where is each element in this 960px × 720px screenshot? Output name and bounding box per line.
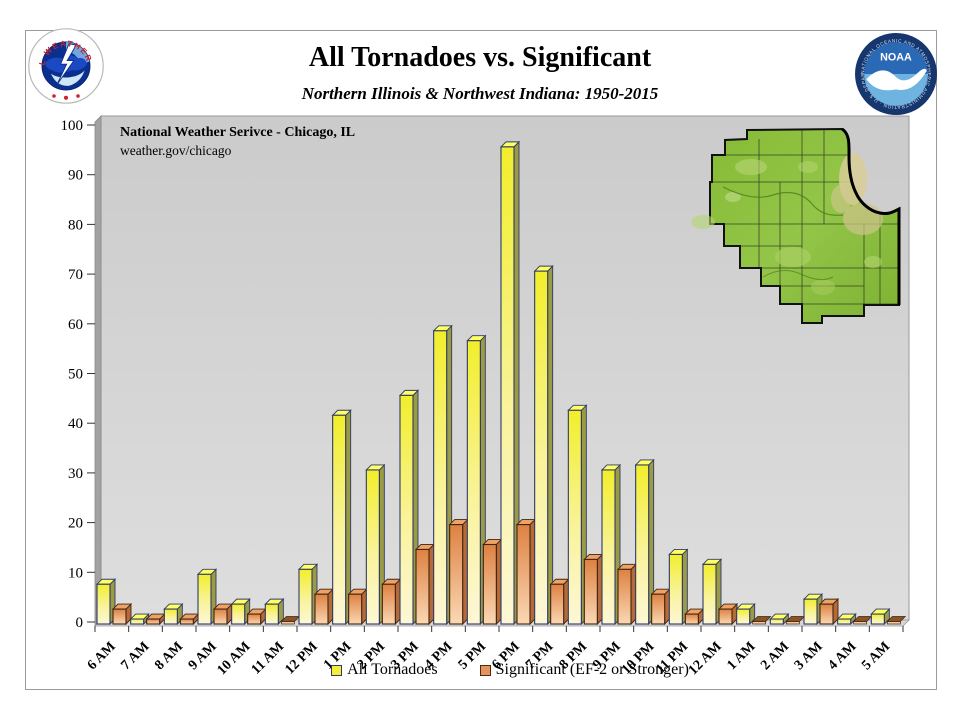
bar-all-tornadoes-4-pm (433, 330, 448, 625)
noaa-seagull (866, 68, 927, 91)
bar-all-tornadoes-3-pm (399, 394, 414, 625)
bar-significant-8-pm (583, 558, 598, 625)
bar-all-tornadoes-7-pm-side (547, 265, 554, 626)
bar-significant-10-pm (651, 593, 666, 625)
y-tick-label: 30 (68, 466, 83, 482)
legend-item-all-tornadoes: All Tornadoes (331, 661, 438, 679)
y-tick-label: 100 (61, 118, 84, 134)
bar-significant-6-am (112, 608, 127, 625)
chart-subtitle: Northern Illinois & Northwest Indiana: 1… (301, 84, 659, 103)
y-tick-label: 40 (68, 416, 83, 432)
legend-item-significant: Significant (EF-2 or Stronger) (479, 661, 689, 679)
bar-significant-4-pm (449, 524, 464, 625)
legend-label-significant: Significant (EF-2 or Stronger) (495, 661, 689, 678)
legend-swatch-all-tornadoes (331, 664, 343, 676)
bar-significant-1-pm (348, 593, 363, 625)
bar-all-tornadoes-6-pm (500, 146, 515, 625)
y-tick-label: 80 (68, 217, 83, 233)
bar-all-tornadoes-4-am (837, 618, 852, 625)
bar-all-tornadoes-9-pm (601, 469, 616, 625)
bar-significant-11-am (280, 621, 295, 625)
y-tick-label: 0 (76, 615, 84, 631)
bar-significant-2-pm (381, 583, 396, 625)
y-tick-label: 70 (68, 267, 83, 283)
bar-all-tornadoes-10-pm (635, 464, 650, 625)
cwa-map-image (691, 127, 901, 324)
bar-significant-8-am (179, 618, 194, 625)
nws-lightning-bolt (56, 43, 77, 85)
legend-swatch-significant (479, 664, 491, 676)
bar-significant-11-pm (684, 613, 699, 625)
bar-all-tornadoes-7-pm (534, 270, 549, 625)
bar-significant-5-pm (482, 543, 497, 625)
bar-all-tornadoes-10-am (231, 603, 246, 625)
annotation-url: weather.gov/chicago (120, 143, 232, 158)
bar-all-tornadoes-5-am (870, 613, 885, 625)
bar-significant-3-am (819, 603, 834, 625)
bar-all-tornadoes-11-am (264, 603, 279, 625)
bars-layer (95, 140, 907, 626)
bar-significant-7-pm (550, 583, 565, 625)
bar-all-tornadoes-8-pm (567, 409, 582, 625)
y-tick-label: 90 (68, 168, 83, 184)
bar-all-tornadoes-12-pm (298, 568, 313, 625)
bar-all-tornadoes-12-am (702, 563, 717, 625)
bar-significant-5-am-top (886, 616, 907, 622)
bar-all-tornadoes-11-pm (668, 553, 683, 625)
bar-significant-12-am (718, 608, 733, 625)
nws-logo: NATIONAL WEATHER SERVICE (27, 27, 104, 104)
bar-significant-7-am (146, 618, 161, 625)
bar-all-tornadoes-7-am (130, 618, 145, 625)
bar-all-tornadoes-2-pm (365, 469, 380, 625)
nws-ring-stars (52, 94, 80, 100)
bar-significant-4-am (853, 621, 868, 625)
bar-significant-1-am (752, 621, 767, 625)
bar-all-tornadoes-5-pm (466, 340, 481, 625)
map-texture (691, 153, 883, 295)
bar-significant-3-pm (415, 548, 430, 625)
plot-left-wall (94, 115, 102, 627)
bar-significant-12-pm (314, 593, 329, 625)
bar-significant-2-am (785, 621, 800, 625)
bar-all-tornadoes-3-am (803, 598, 818, 625)
bar-all-tornadoes-1-pm (332, 414, 347, 625)
noaa-logo: NOAA NATIONAL OCEANIC AND ATMOSPHERIC AD… (854, 32, 937, 115)
bar-significant-9-pm (617, 568, 632, 625)
legend-label-all-tornadoes: All Tornadoes (347, 661, 438, 678)
noaa-center-text: NOAA (880, 52, 912, 64)
bar-all-tornadoes-6-am (96, 583, 111, 625)
annotation-office: National Weather Serivce - Chicago, IL (120, 125, 356, 140)
y-axis: 0 10 20 30 40 50 60 70 80 90 100 (61, 118, 95, 631)
bar-significant-1-am-top (751, 616, 772, 622)
bar-all-tornadoes-2-am (769, 618, 784, 625)
bar-all-tornadoes-9-am (197, 573, 212, 625)
bar-significant-10-am (247, 613, 262, 625)
y-tick-label: 60 (68, 317, 83, 333)
bar-all-tornadoes-8-am (163, 608, 178, 625)
bar-all-tornadoes-1-pm-side (345, 409, 352, 626)
bar-significant-5-am (886, 621, 901, 625)
bar-all-tornadoes-1-am (736, 608, 751, 625)
chart-legend: All Tornadoes Significant (EF-2 or Stron… (30, 661, 960, 679)
lakeshore-line (841, 127, 901, 305)
plot-annotation: National Weather Serivce - Chicago, IL w… (120, 124, 355, 160)
nws-wave (51, 70, 85, 86)
bar-significant-6-pm (516, 524, 531, 625)
y-tick-label: 20 (68, 516, 83, 532)
y-tick-label: 10 (68, 565, 83, 581)
chart-title: All Tornadoes vs. Significant (308, 42, 652, 73)
y-tick-label: 50 (68, 367, 83, 383)
bar-significant-9-am (213, 608, 228, 625)
